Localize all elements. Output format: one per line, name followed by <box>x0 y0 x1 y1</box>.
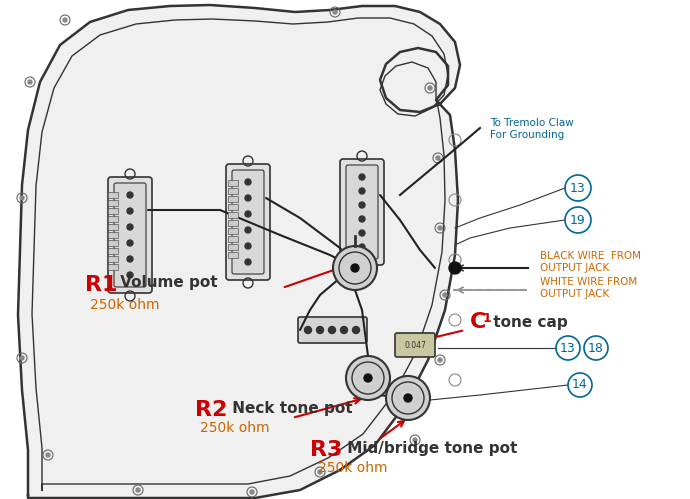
Circle shape <box>340 326 348 333</box>
FancyBboxPatch shape <box>108 208 118 214</box>
Circle shape <box>386 376 430 420</box>
FancyBboxPatch shape <box>108 240 118 246</box>
Circle shape <box>318 470 322 474</box>
Text: 13: 13 <box>570 182 586 195</box>
Circle shape <box>346 356 390 400</box>
FancyBboxPatch shape <box>228 236 238 242</box>
FancyBboxPatch shape <box>226 164 270 280</box>
Circle shape <box>359 216 365 222</box>
Circle shape <box>428 86 432 90</box>
Circle shape <box>438 358 442 362</box>
Circle shape <box>317 326 324 333</box>
Polygon shape <box>18 5 460 498</box>
Circle shape <box>127 240 133 246</box>
Circle shape <box>404 394 412 402</box>
Circle shape <box>20 356 24 360</box>
Text: R1: R1 <box>85 275 117 295</box>
Circle shape <box>136 488 140 492</box>
Circle shape <box>359 202 365 208</box>
Circle shape <box>127 224 133 230</box>
FancyBboxPatch shape <box>228 228 238 234</box>
Circle shape <box>359 244 365 250</box>
Text: WHITE WIRE FROM
OUTPUT JACK: WHITE WIRE FROM OUTPUT JACK <box>540 277 638 299</box>
Circle shape <box>245 179 251 185</box>
FancyBboxPatch shape <box>228 204 238 210</box>
FancyBboxPatch shape <box>395 333 435 357</box>
Circle shape <box>333 246 377 290</box>
FancyBboxPatch shape <box>346 165 378 259</box>
Circle shape <box>46 453 50 457</box>
FancyBboxPatch shape <box>228 180 238 186</box>
Text: tone cap: tone cap <box>488 314 568 329</box>
FancyBboxPatch shape <box>228 244 238 250</box>
Circle shape <box>364 374 372 382</box>
Circle shape <box>353 326 359 333</box>
Circle shape <box>245 227 251 233</box>
FancyBboxPatch shape <box>232 170 264 274</box>
Circle shape <box>449 262 461 274</box>
Circle shape <box>250 490 254 494</box>
Text: BLACK WIRE  FROM
OUTPUT JACK: BLACK WIRE FROM OUTPUT JACK <box>540 251 641 273</box>
Text: R2: R2 <box>195 400 228 420</box>
FancyBboxPatch shape <box>228 252 238 258</box>
Text: R3: R3 <box>310 440 342 460</box>
Circle shape <box>127 192 133 198</box>
Circle shape <box>127 272 133 278</box>
Text: Volume pot: Volume pot <box>115 275 217 290</box>
FancyBboxPatch shape <box>228 196 238 202</box>
Text: C: C <box>470 312 486 332</box>
Circle shape <box>359 188 365 194</box>
Circle shape <box>245 211 251 217</box>
FancyBboxPatch shape <box>114 183 146 287</box>
FancyBboxPatch shape <box>108 232 118 238</box>
Text: 18: 18 <box>588 341 604 354</box>
FancyBboxPatch shape <box>108 216 118 222</box>
Circle shape <box>127 208 133 214</box>
FancyBboxPatch shape <box>108 200 118 206</box>
FancyBboxPatch shape <box>298 317 367 343</box>
Circle shape <box>436 156 440 160</box>
Circle shape <box>328 326 335 333</box>
Text: 1: 1 <box>483 312 492 325</box>
Text: 14: 14 <box>572 379 588 392</box>
Circle shape <box>351 264 359 272</box>
FancyBboxPatch shape <box>108 256 118 262</box>
FancyBboxPatch shape <box>108 224 118 230</box>
Text: Mid/bridge tone pot: Mid/bridge tone pot <box>342 441 518 456</box>
Circle shape <box>359 230 365 236</box>
Circle shape <box>63 18 67 22</box>
Circle shape <box>20 196 24 200</box>
Circle shape <box>245 243 251 249</box>
FancyBboxPatch shape <box>108 177 152 293</box>
Circle shape <box>28 80 32 84</box>
FancyBboxPatch shape <box>228 212 238 218</box>
Text: Neck tone pot: Neck tone pot <box>227 401 353 416</box>
Text: 250k ohm: 250k ohm <box>318 461 388 475</box>
Circle shape <box>359 174 365 180</box>
Text: 19: 19 <box>570 214 586 227</box>
Text: 250k ohm: 250k ohm <box>200 421 270 435</box>
FancyBboxPatch shape <box>228 188 238 194</box>
FancyBboxPatch shape <box>108 248 118 254</box>
Text: 250k ohm: 250k ohm <box>90 298 159 312</box>
Text: To Tremolo Claw
For Grounding: To Tremolo Claw For Grounding <box>490 118 574 140</box>
Text: 0.047: 0.047 <box>404 340 426 349</box>
FancyBboxPatch shape <box>108 192 118 198</box>
Circle shape <box>333 10 337 14</box>
Circle shape <box>245 195 251 201</box>
Circle shape <box>245 259 251 265</box>
Circle shape <box>443 293 447 297</box>
Circle shape <box>127 256 133 262</box>
Circle shape <box>438 226 442 230</box>
FancyBboxPatch shape <box>108 264 118 270</box>
FancyBboxPatch shape <box>340 159 384 265</box>
Circle shape <box>304 326 311 333</box>
FancyBboxPatch shape <box>228 220 238 226</box>
Circle shape <box>413 438 417 442</box>
Text: 13: 13 <box>560 341 576 354</box>
